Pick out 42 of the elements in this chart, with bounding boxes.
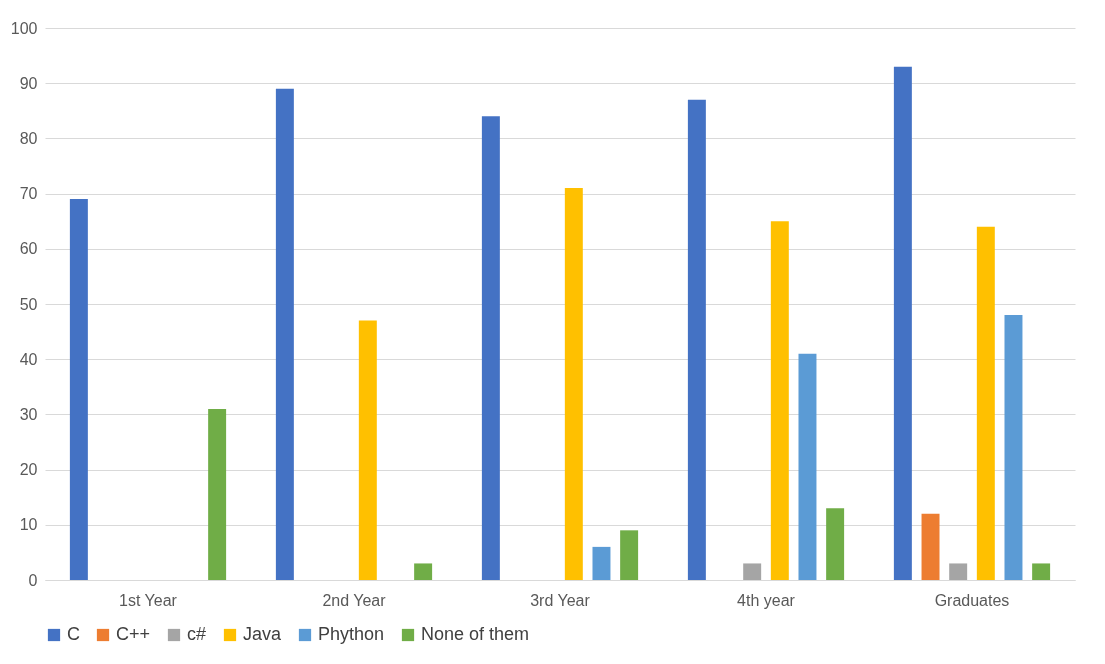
x-tick-label: 3rd Year <box>530 591 591 609</box>
bar <box>69 199 88 580</box>
y-tick-label: 20 <box>19 461 38 479</box>
x-tick-label: 4th year <box>737 591 796 609</box>
y-tick-label: 40 <box>19 350 38 368</box>
y-tick-label: 70 <box>19 185 38 203</box>
bar <box>620 530 639 580</box>
bar <box>893 66 912 580</box>
legend-label: Phython <box>318 624 385 644</box>
bar <box>564 188 583 580</box>
x-tick-label: 2nd Year <box>322 591 387 609</box>
y-tick-label: 10 <box>19 516 38 534</box>
legend-label: c# <box>187 624 207 644</box>
bar <box>208 408 227 580</box>
bar <box>826 508 845 580</box>
y-tick-label: 60 <box>19 240 38 258</box>
bar <box>1032 563 1051 580</box>
legend-label: None of them <box>421 624 530 644</box>
y-tick-label: 100 <box>10 19 38 37</box>
x-tick-label: 1st Year <box>119 591 178 609</box>
bar <box>976 226 995 580</box>
bar <box>687 99 706 580</box>
bar <box>358 320 377 580</box>
bar <box>798 353 817 580</box>
legend-label: C++ <box>116 624 151 644</box>
legend-label: C <box>67 624 80 644</box>
bar <box>275 88 294 580</box>
legend-label: Java <box>243 624 283 644</box>
y-tick-label: 0 <box>28 571 38 589</box>
bar <box>1004 315 1023 580</box>
y-tick-label: 80 <box>19 129 38 147</box>
y-tick-label: 90 <box>19 74 38 92</box>
bar <box>592 546 611 580</box>
x-tick-label: Graduates <box>934 591 1010 609</box>
bar <box>414 563 433 580</box>
y-tick-label: 30 <box>19 405 38 423</box>
bar <box>481 116 500 580</box>
bar <box>949 563 968 580</box>
bar <box>921 513 940 580</box>
bar <box>770 221 789 580</box>
y-tick-label: 50 <box>19 295 38 313</box>
bar <box>743 563 762 580</box>
